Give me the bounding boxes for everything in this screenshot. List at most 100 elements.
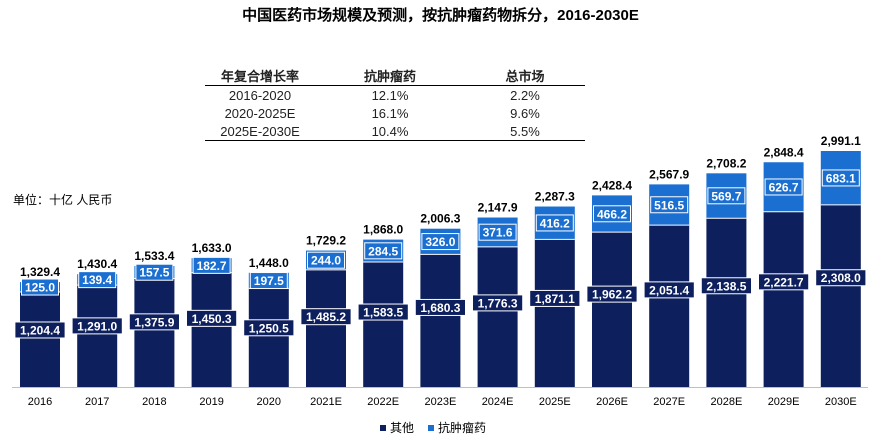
- x-tick-label: 2028E: [710, 396, 742, 408]
- cagr-table: 年复合增长率 抗肿瘤药 总市场 2016-2020 12.1% 2.2% 202…: [205, 66, 585, 141]
- data-label-other: 2,308.0: [821, 271, 861, 285]
- data-label-other-box: [14, 321, 66, 339]
- total-label: 1,430.4: [77, 257, 117, 271]
- x-tick-label: 2026E: [596, 396, 628, 408]
- cagr-header-total: 总市场: [465, 66, 585, 86]
- data-label-oncology-box: [821, 169, 860, 187]
- legend-label-oncology: 抗肿瘤药: [438, 421, 487, 435]
- data-label-oncology: 683.1: [826, 171, 856, 185]
- data-label-other: 1,250.5: [249, 321, 289, 335]
- data-label-other: 1,485.2: [306, 310, 346, 324]
- x-tick-label: 2022E: [367, 396, 399, 408]
- total-label: 2,006.3: [420, 212, 460, 226]
- data-label-other-box: [243, 319, 295, 337]
- data-label-oncology-box: [78, 271, 117, 289]
- cagr-row: 2016-2020 12.1% 2.2%: [205, 86, 585, 105]
- data-label-oncology: 626.7: [769, 180, 799, 194]
- bar-other: [248, 288, 289, 387]
- data-label-oncology: 371.6: [483, 226, 513, 240]
- data-label-other-box: [186, 309, 238, 327]
- data-label-oncology: 569.7: [711, 189, 741, 203]
- x-tick-label: 2025E: [539, 396, 571, 408]
- bar-other: [477, 246, 518, 387]
- data-label-other-box: [815, 269, 867, 287]
- cagr-total: 5.5%: [465, 122, 585, 141]
- data-label-oncology-box: [593, 205, 631, 223]
- data-label-oncology: 157.5: [139, 266, 169, 280]
- data-label-oncology-box: [421, 233, 460, 251]
- chart-title: 中国医药市场规模及预测，按抗肿瘤药物拆分，2016-2030E: [242, 7, 639, 24]
- unit-label: 单位：十亿 人民币: [13, 193, 113, 207]
- legend-item-other: 其他: [380, 419, 414, 436]
- cagr-oncology: 12.1%: [371, 87, 409, 103]
- data-label-oncology: 326.0: [425, 235, 455, 249]
- data-label-other: 1,291.0: [77, 319, 117, 333]
- x-tick-label: 2021E: [310, 396, 342, 408]
- total-label: 1,729.2: [306, 234, 346, 248]
- data-label-other: 1,583.5: [363, 306, 403, 320]
- data-label-oncology-box: [192, 256, 231, 274]
- total-label: 2,708.2: [706, 156, 746, 170]
- data-label-other: 1,776.3: [478, 296, 518, 310]
- data-label-other-box: [758, 273, 810, 291]
- data-label-other-box: [300, 308, 352, 326]
- data-label-oncology-box: [535, 214, 574, 232]
- data-label-oncology-box: [249, 272, 288, 290]
- data-label-oncology-box: [307, 251, 345, 269]
- data-label-other-box: [414, 298, 466, 316]
- legend-label-other: 其他: [390, 421, 415, 435]
- data-label-other: 1,375.9: [134, 315, 174, 329]
- data-label-other-box: [586, 285, 638, 303]
- bar-other: [763, 211, 804, 387]
- bar-other: [134, 278, 175, 387]
- data-label-other: 2,051.4: [649, 283, 689, 297]
- cagr-header-row: 年复合增长率 抗肿瘤药 总市场: [205, 66, 585, 86]
- cagr-total: 2.2%: [510, 87, 540, 103]
- total-label: 1,868.0: [363, 223, 403, 237]
- data-label-oncology: 197.5: [254, 274, 284, 288]
- x-tick-label: 2024E: [482, 396, 514, 408]
- total-label: 2,287.3: [535, 190, 575, 204]
- x-tick-label: 2018: [142, 396, 166, 408]
- data-label-oncology-box: [364, 242, 403, 260]
- total-label: 2,991.1: [821, 134, 861, 148]
- x-tick-label: 2016: [28, 396, 52, 408]
- data-label-oncology-box: [650, 196, 689, 214]
- data-label-other-box: [357, 303, 409, 321]
- bar-other: [706, 218, 747, 387]
- data-label-other-box: [700, 277, 752, 295]
- data-label-other-box: [128, 313, 181, 331]
- bar-other: [306, 269, 346, 387]
- total-label: 1,533.4: [134, 249, 174, 263]
- data-label-oncology: 516.5: [654, 198, 684, 212]
- total-label: 2,147.9: [478, 201, 518, 215]
- data-label-oncology-box: [478, 223, 517, 241]
- bar-other: [420, 254, 461, 387]
- cagr-oncology: 10.4%: [315, 122, 465, 141]
- total-label: 1,633.0: [192, 241, 232, 255]
- x-tick-label: 2029E: [768, 396, 800, 408]
- bar-other: [363, 262, 404, 387]
- bar-other: [77, 285, 118, 387]
- x-tick-label: 2023E: [424, 396, 456, 408]
- legend: 其他 抗肿瘤药: [380, 419, 486, 436]
- legend-item-oncology: 抗肿瘤药: [428, 419, 486, 436]
- total-label: 2,428.4: [592, 178, 632, 192]
- data-label-oncology: 125.0: [25, 281, 55, 295]
- bar-other: [534, 239, 575, 387]
- total-label: 1,329.4: [20, 265, 60, 279]
- cagr-period: 2016-2020: [228, 87, 292, 103]
- data-label-oncology: 284.5: [368, 244, 398, 258]
- legend-swatch-oncology: [428, 424, 435, 431]
- data-label-oncology: 244.0: [311, 254, 341, 268]
- data-label-oncology: 416.2: [540, 216, 570, 230]
- data-label-oncology-box: [135, 263, 174, 281]
- cagr-total: 9.6%: [510, 105, 540, 121]
- data-label-oncology: 139.4: [82, 273, 112, 287]
- cagr-period: 2020-2025E: [224, 105, 296, 121]
- legend-swatch-other: [380, 424, 386, 431]
- x-tick-label: 2027E: [653, 396, 685, 408]
- data-label-other: 2,138.5: [706, 279, 746, 293]
- bar-other: [820, 204, 861, 387]
